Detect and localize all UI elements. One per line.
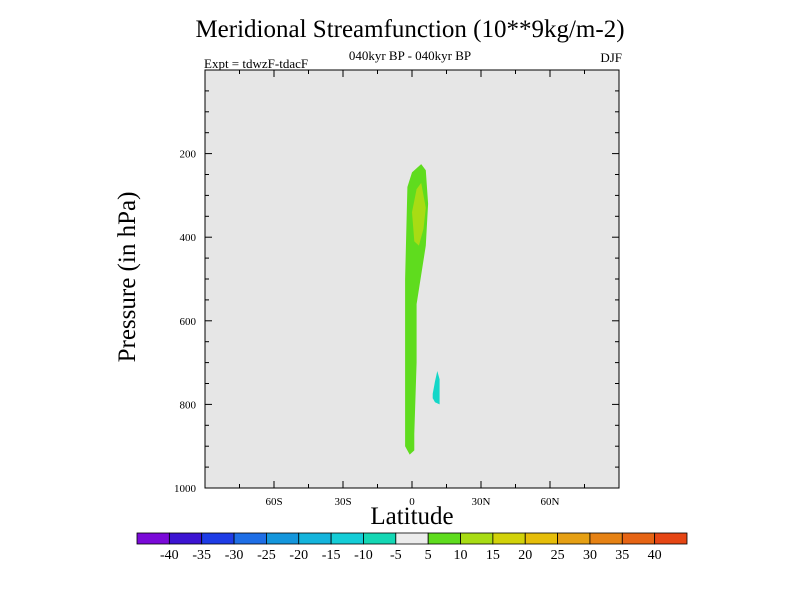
contour-region-1 <box>412 182 426 246</box>
colorbar-label: 20 <box>518 548 532 563</box>
colorbar-label: 15 <box>486 548 500 563</box>
colorbar-swatch <box>492 532 526 545</box>
y-tick-label: 800 <box>180 399 197 411</box>
colorbar-label: 10 <box>454 548 468 563</box>
colorbar-label: -15 <box>322 548 341 563</box>
x-tick-label: 60N <box>541 496 560 508</box>
colorbar-swatch <box>266 532 300 545</box>
colorbar-swatch <box>168 532 203 545</box>
contour-region-2 <box>432 371 440 405</box>
colorbar-label: -10 <box>354 548 373 563</box>
colorbar-swatch <box>363 532 397 545</box>
chart-title: Meridional Streamfunction (10**9kg/m-2) <box>195 16 625 43</box>
colorbar-swatch <box>654 532 688 545</box>
season-label: DJF <box>600 50 622 65</box>
contour-region-0 <box>405 164 429 455</box>
axis-ticks: 60S 30S 0 30N 60N 200 400 600 800 1000 <box>174 70 619 508</box>
y-tick-label: 1000 <box>174 483 197 495</box>
colorbar-label: -40 <box>160 548 179 563</box>
colorbar-swatch <box>589 532 623 545</box>
colorbar-swatch <box>201 532 235 545</box>
y-tick-label: 600 <box>180 316 197 328</box>
x-tick-label: 0 <box>409 496 415 508</box>
x-tick-label: 30S <box>334 496 351 508</box>
experiment-label: Expt = tdwzF-tdacF <box>204 56 309 71</box>
colorbar-swatch <box>136 532 170 545</box>
colorbar-swatch <box>524 532 558 545</box>
colorbar-label: 5 <box>425 548 432 563</box>
colorbar-label: 25 <box>551 548 565 563</box>
colorbar-swatch <box>298 532 332 545</box>
y-tick-label: 400 <box>180 232 197 244</box>
colorbar-swatch <box>395 532 429 545</box>
y-tick-label: 200 <box>180 149 197 161</box>
colorbar-label: -35 <box>192 548 211 563</box>
colorbar-label: 30 <box>583 548 597 563</box>
colorbar-label: -20 <box>289 548 308 563</box>
colorbar-swatch <box>233 532 267 545</box>
colorbar-swatch <box>330 532 364 545</box>
colorbar-label: 40 <box>648 548 662 563</box>
colorbar-label: -5 <box>390 548 402 563</box>
x-axis-label: Latitude <box>370 503 454 530</box>
colorbar-swatch <box>557 532 591 545</box>
colorbar-label: 35 <box>615 548 629 563</box>
x-tick-label: 30N <box>472 496 491 508</box>
colorbar: -40 -35 -30 -25 -20 -15 -10 -5 5 10 15 20 25 30 35 40 <box>136 532 688 563</box>
contour-regions <box>405 164 440 455</box>
colorbar-swatch <box>621 532 656 545</box>
colorbar-swatch <box>460 532 494 545</box>
chart-subtitle: 040kyr BP - 040kyr BP <box>348 48 472 63</box>
colorbar-label: -25 <box>257 548 276 563</box>
colorbar-label: -30 <box>225 548 244 563</box>
colorbar-swatch <box>427 532 461 545</box>
x-tick-label: 60S <box>265 496 282 508</box>
